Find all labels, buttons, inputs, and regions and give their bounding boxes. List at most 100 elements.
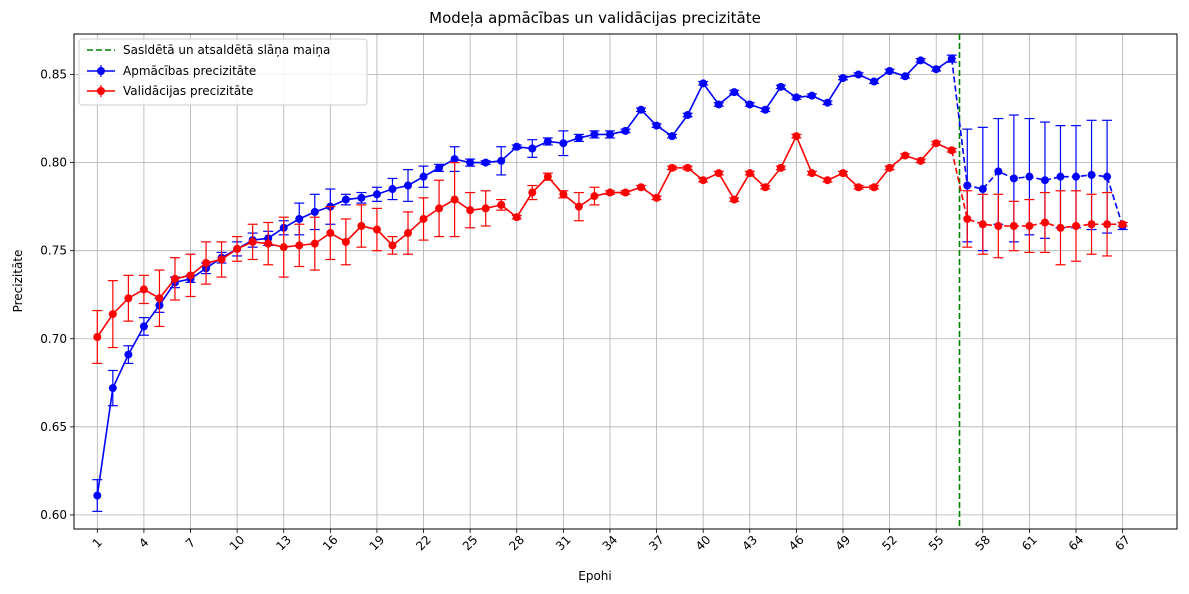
plot-frame bbox=[73, 33, 1178, 530]
data-point bbox=[870, 77, 879, 86]
y-axis-label: Precizitāte bbox=[11, 250, 25, 313]
x-axis-label: Epohi bbox=[578, 569, 611, 583]
axes: 1 4 7 10 13 16 19 22 25 28 31 34 37 40 43 46 49 52 55 58 61 6… bbox=[40, 33, 1178, 554]
data-point bbox=[124, 350, 133, 359]
legend-box bbox=[78, 38, 368, 106]
data-point bbox=[139, 322, 148, 331]
x-tick-label: 13 bbox=[273, 533, 294, 554]
data-point bbox=[279, 243, 288, 252]
legend-marker bbox=[97, 67, 105, 75]
legend-label: Sasldētā un atsaldētā slāņa maiņa bbox=[123, 43, 330, 57]
data-point bbox=[1040, 176, 1049, 185]
data-point bbox=[838, 74, 847, 83]
data-point bbox=[512, 213, 521, 222]
data-point bbox=[233, 244, 242, 253]
x-tick-label: 37 bbox=[646, 533, 667, 554]
series-line-dashed bbox=[950, 58, 1124, 227]
data-point bbox=[435, 163, 444, 172]
x-tick-label: 61 bbox=[1019, 533, 1040, 554]
data-point bbox=[310, 239, 319, 248]
x-tick-label: 64 bbox=[1066, 533, 1087, 554]
data-point bbox=[761, 183, 770, 192]
data-point bbox=[1103, 172, 1112, 181]
data-point bbox=[466, 158, 475, 167]
data-point bbox=[341, 195, 350, 204]
data-point bbox=[823, 98, 832, 107]
x-tick-label: 34 bbox=[600, 533, 621, 554]
data-point bbox=[838, 169, 847, 178]
data-point bbox=[963, 214, 972, 223]
data-point bbox=[264, 239, 273, 248]
data-point bbox=[295, 241, 304, 250]
legend-label: Validācijas precizitāte bbox=[123, 84, 253, 98]
data-point bbox=[637, 183, 646, 192]
data-point bbox=[901, 151, 910, 160]
data-point bbox=[574, 133, 583, 142]
data-point bbox=[637, 105, 646, 114]
data-point bbox=[932, 65, 941, 74]
data-point bbox=[124, 294, 133, 303]
data-point bbox=[108, 310, 117, 319]
data-point bbox=[419, 172, 428, 181]
y-tick-label: 0.60 bbox=[40, 508, 67, 522]
x-tick-label: 55 bbox=[926, 533, 947, 554]
data-point bbox=[1056, 223, 1065, 232]
data-point bbox=[559, 190, 568, 199]
series-line-dashed bbox=[950, 150, 1123, 229]
data-point bbox=[248, 237, 257, 246]
data-point bbox=[1118, 220, 1127, 229]
data-point bbox=[404, 181, 413, 190]
x-tick-label: 22 bbox=[413, 533, 434, 554]
data-point bbox=[776, 82, 785, 91]
data-point bbox=[497, 156, 506, 165]
data-point bbox=[1025, 222, 1034, 231]
data-point bbox=[776, 163, 785, 172]
data-point bbox=[186, 271, 195, 280]
y-tick-label: 0.65 bbox=[40, 420, 67, 434]
data-point bbox=[761, 105, 770, 114]
data-point bbox=[341, 237, 350, 246]
data-point bbox=[621, 126, 630, 135]
series-group bbox=[92, 132, 1128, 365]
x-tick-label: 7 bbox=[183, 535, 198, 550]
x-tick-label: 1 bbox=[90, 535, 105, 550]
data-point bbox=[1056, 172, 1065, 181]
data-point bbox=[730, 88, 739, 97]
data-point bbox=[932, 139, 941, 148]
data-point bbox=[792, 93, 801, 102]
data-point bbox=[1087, 170, 1096, 179]
series bbox=[92, 54, 1128, 512]
data-point bbox=[994, 167, 1003, 176]
data-point bbox=[1103, 220, 1112, 229]
data-point bbox=[481, 204, 490, 213]
grid bbox=[74, 34, 1177, 529]
data-point bbox=[590, 192, 599, 201]
data-point bbox=[574, 202, 583, 211]
data-point bbox=[668, 132, 677, 141]
data-point bbox=[295, 214, 304, 223]
data-point bbox=[916, 156, 925, 165]
data-point bbox=[372, 190, 381, 199]
data-point bbox=[93, 491, 102, 500]
y-tick-label: 0.80 bbox=[40, 156, 67, 170]
chart-title: Modeļa apmācības un validācijas precizit… bbox=[429, 9, 761, 27]
data-point bbox=[668, 163, 677, 172]
data-point bbox=[683, 111, 692, 120]
data-point bbox=[730, 195, 739, 204]
data-point bbox=[978, 220, 987, 229]
data-point bbox=[1009, 222, 1018, 231]
data-point bbox=[388, 185, 397, 194]
x-tick-label: 43 bbox=[739, 533, 760, 554]
legend-label: Apmācības precizitāte bbox=[123, 64, 256, 78]
data-point bbox=[202, 259, 211, 268]
data-point bbox=[466, 206, 475, 215]
data-point bbox=[139, 285, 148, 294]
data-point bbox=[652, 193, 661, 202]
data-point bbox=[807, 91, 816, 100]
data-point bbox=[621, 188, 630, 197]
data-point bbox=[901, 72, 910, 81]
data-point bbox=[435, 204, 444, 213]
data-point bbox=[792, 132, 801, 141]
data-point bbox=[497, 200, 506, 209]
